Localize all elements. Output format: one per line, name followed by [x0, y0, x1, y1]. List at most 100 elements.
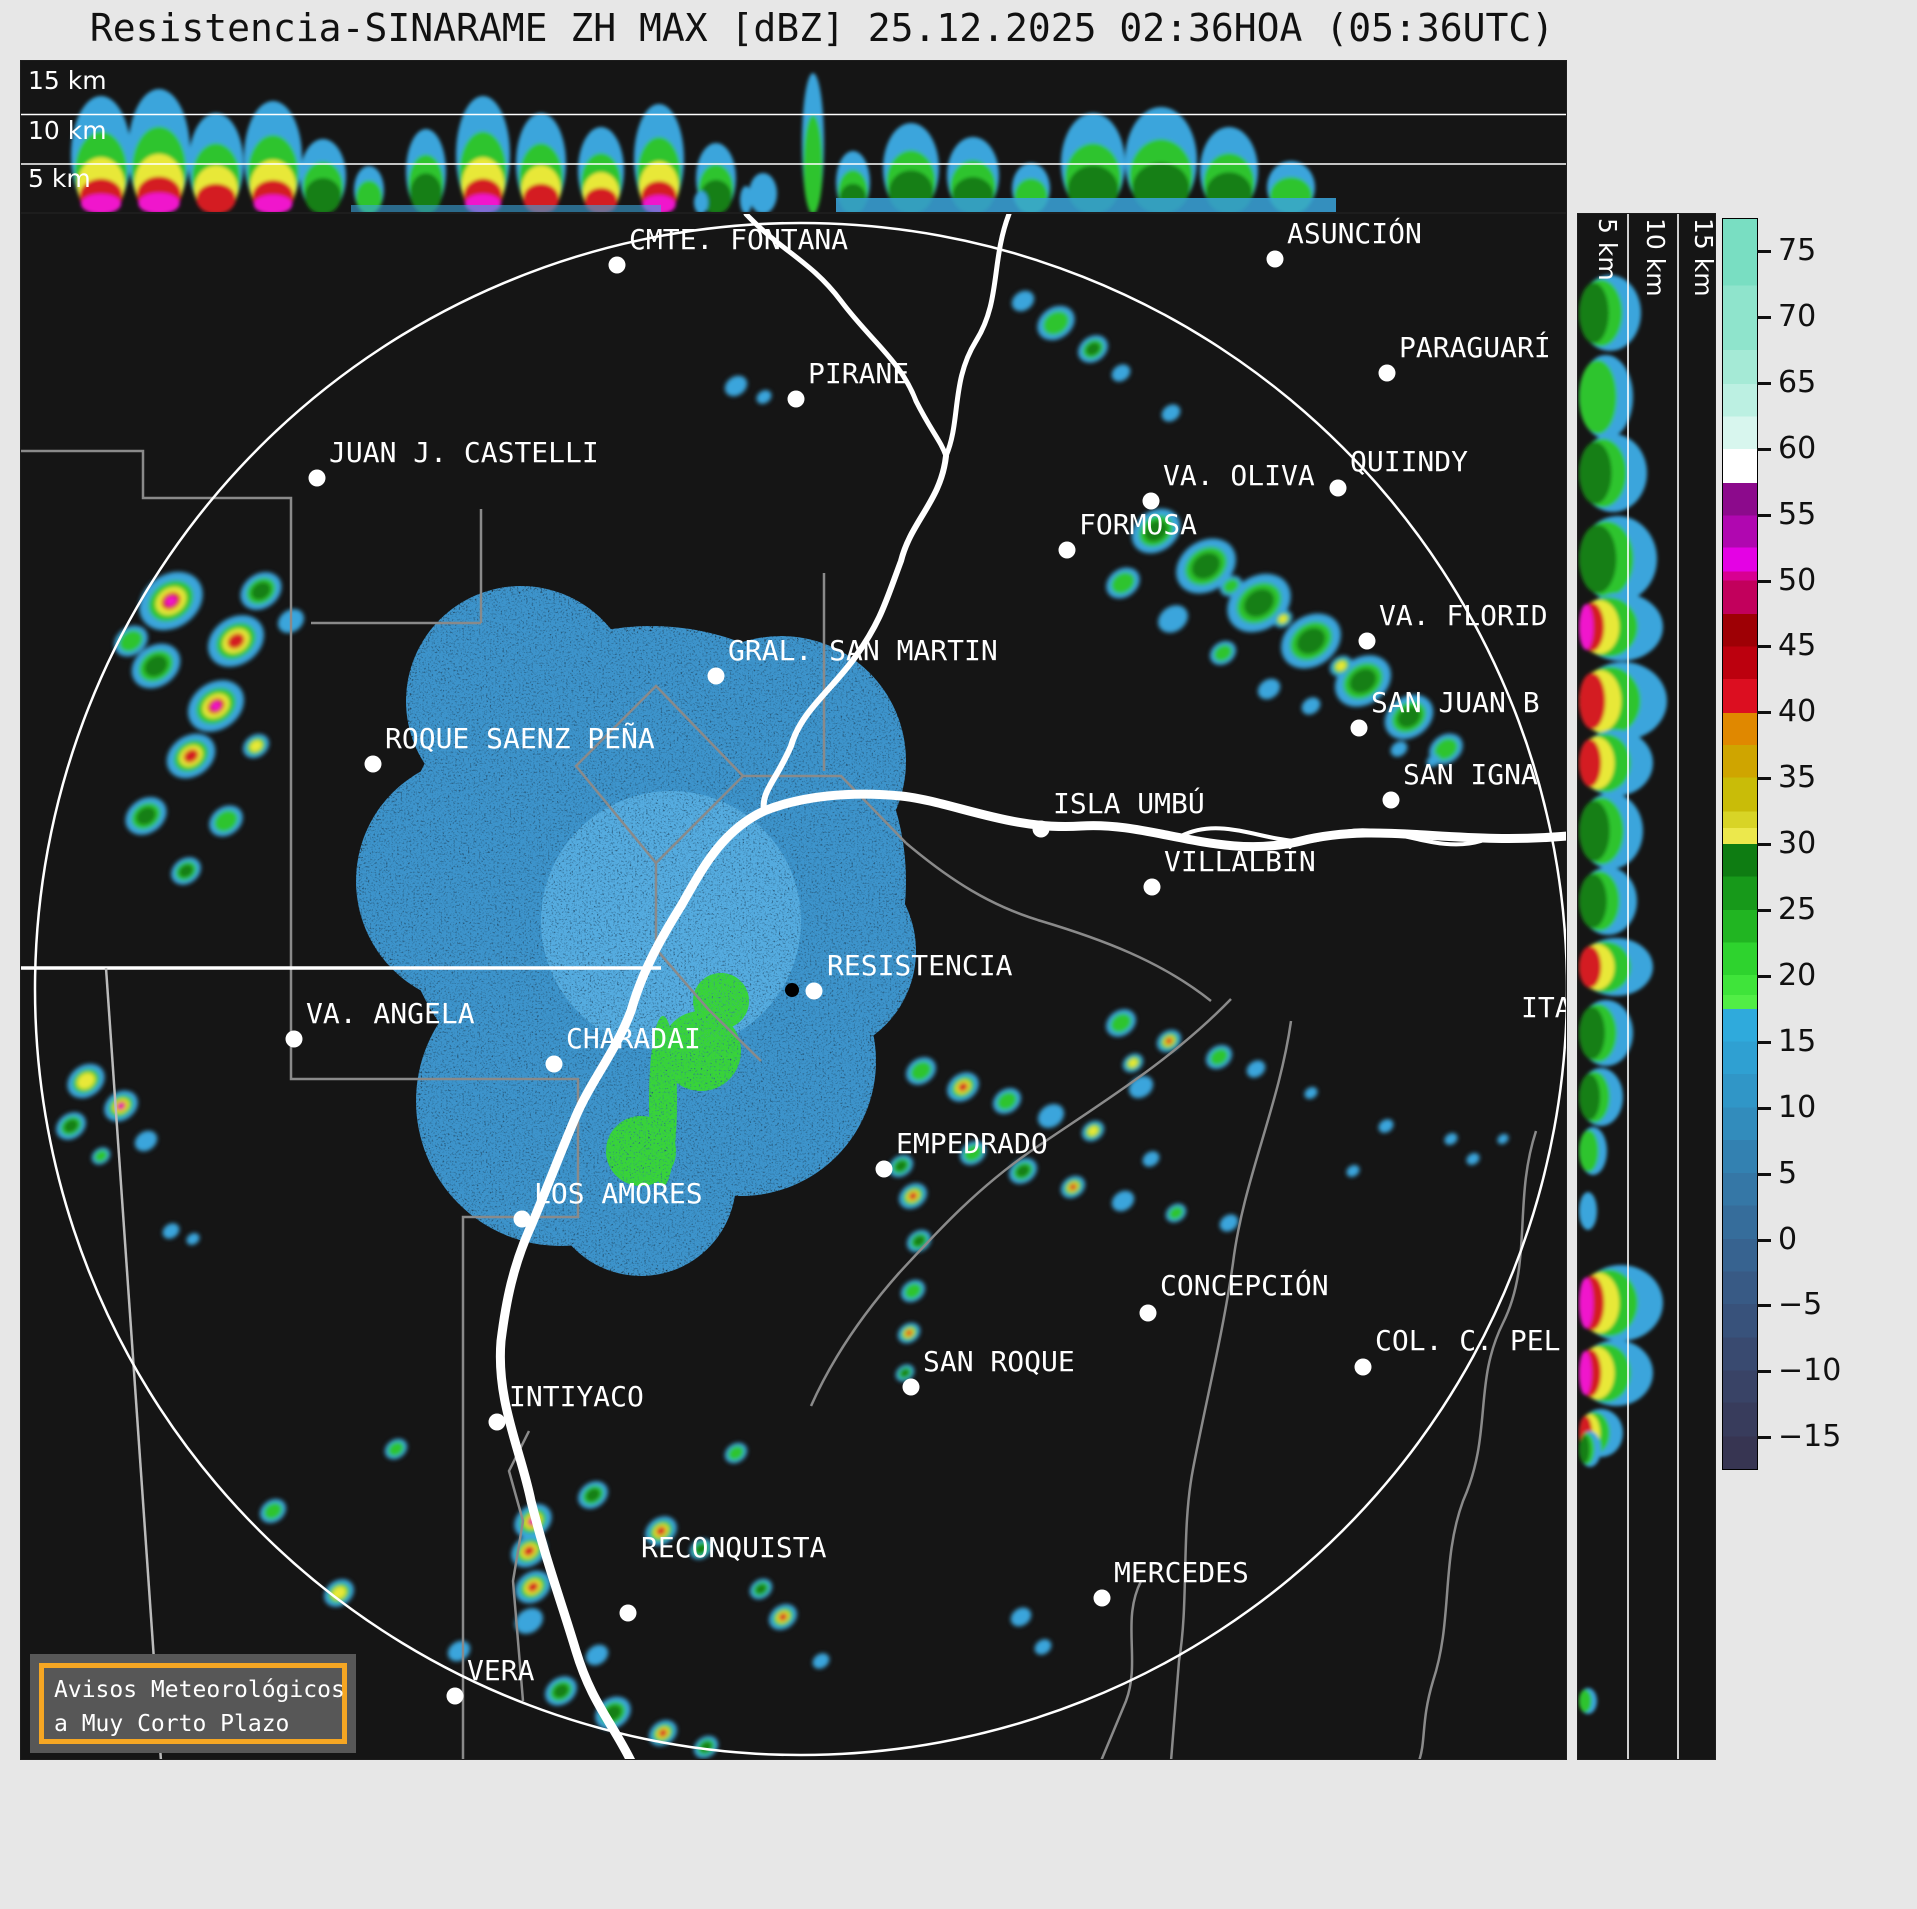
city-label: RESISTENCIA [827, 949, 1013, 982]
storm-cell [514, 1608, 544, 1634]
storm-cell [1243, 588, 1275, 618]
city-marker [364, 755, 382, 773]
storm-cell [1111, 1190, 1135, 1212]
storm-cell [1434, 738, 1458, 760]
storm-cell [553, 1683, 569, 1699]
colorbar-tick-label: 40 [1778, 694, 1817, 730]
city-marker [285, 1030, 303, 1048]
storm-cell [1142, 1151, 1160, 1167]
storm-cell [904, 1283, 922, 1299]
city-marker [488, 1413, 506, 1431]
storm-cell [178, 864, 194, 878]
storm-cell [1168, 1206, 1184, 1220]
city-label: EMPEDRADO [896, 1127, 1048, 1160]
profile-cell [253, 194, 293, 212]
city-label: ISLA UMBÚ [1053, 786, 1205, 820]
profile-cell [410, 173, 442, 212]
storm-cell [136, 806, 156, 826]
colorbar-tick-label: −5 [1778, 1287, 1823, 1323]
colorbar-tick [1757, 909, 1771, 912]
storm-cell [527, 1582, 539, 1592]
warning-box[interactable]: Avisos Meteorológicos a Muy Corto Plazo [30, 1654, 356, 1753]
city-marker [902, 1378, 920, 1396]
storm-cell [756, 390, 772, 404]
storm-cell [724, 375, 748, 397]
storm-cell [1466, 1152, 1480, 1166]
colorbar-tick [1757, 1040, 1771, 1044]
city-label: FORMOSA [1079, 508, 1197, 541]
storm-cell [1161, 404, 1181, 422]
storm-cell [1209, 1048, 1229, 1066]
city-label: RECONQUISTA [641, 1531, 827, 1564]
storm-cell [963, 1144, 983, 1162]
city-label: SAN JUAN B [1371, 686, 1540, 719]
storm-cell [1110, 1013, 1132, 1033]
profile-cell [1579, 1434, 1590, 1464]
colorbar-tick [1757, 1172, 1771, 1176]
profile-cell [1579, 442, 1612, 504]
storm-cell [186, 1232, 200, 1246]
radar-range-circle [33, 221, 1566, 1757]
colorbar-tick [1757, 777, 1771, 781]
storm-cell [1069, 1183, 1077, 1191]
city-label: SAN ROQUE [923, 1345, 1075, 1378]
city-marker [707, 667, 725, 685]
storm-cell [1087, 1126, 1099, 1136]
city-label: CHARADAI [566, 1022, 701, 1055]
city-marker [513, 1210, 531, 1228]
profile-cell [1579, 739, 1602, 787]
city-marker [1350, 719, 1368, 737]
profile-cell [694, 191, 708, 212]
side-cross-section-panel [1577, 213, 1716, 1760]
city-marker [608, 256, 626, 274]
colorbar-tick [1757, 513, 1771, 517]
city-marker [1354, 1358, 1372, 1376]
storm-cell [755, 1584, 767, 1594]
storm-cell [447, 1640, 471, 1662]
top-cross-section-plot [21, 73, 1566, 212]
city-marker [1329, 479, 1347, 497]
storm-cell [778, 1613, 788, 1621]
profile-cell [700, 179, 732, 212]
colorbar-tick [1757, 250, 1771, 253]
city-label: VERA [467, 1654, 535, 1687]
colorbar-tick [1757, 711, 1771, 715]
colorbar-tick [1757, 1304, 1771, 1308]
storm-cell [1390, 741, 1408, 757]
storm-cell [1010, 1607, 1032, 1627]
city-marker [1382, 791, 1400, 809]
storm-cell [958, 1082, 968, 1092]
colorbar-tick [1757, 381, 1771, 385]
storm-cell [214, 810, 238, 832]
storm-cell [658, 1729, 668, 1737]
city-layer: CMTE. FONTANA ASUNCIÓN PARAGUARÍ PIRANE JUAN… [285, 216, 1566, 1705]
profile-cell [1579, 672, 1606, 730]
profile-cell [1579, 1129, 1599, 1173]
profile-cell [1579, 874, 1607, 928]
footer: Servicio Meteorológico Nacional Argentin… [0, 1763, 1917, 1909]
storm-cell [1246, 1060, 1266, 1078]
warning-box-inner: Avisos Meteorológicos a Muy Corto Plazo [39, 1663, 347, 1744]
storm-cell [77, 1072, 95, 1090]
city-marker [1358, 632, 1376, 650]
colorbar-tick-label: 10 [1778, 1089, 1817, 1125]
city-label: PARAGUARÍ [1399, 330, 1551, 364]
city-label: JUAN J. CASTELLI [329, 436, 599, 469]
storm-cell [1144, 520, 1168, 542]
side-panel-5km-label: 5 km [1593, 218, 1622, 281]
storm-cell [997, 1091, 1017, 1111]
storm-cell [251, 581, 271, 601]
colorbar-tick-label: 55 [1778, 496, 1817, 532]
top-panel-10km-label: 10 km [28, 116, 107, 145]
storm-cell [812, 1653, 830, 1669]
storm-cell [144, 655, 168, 677]
storm-cell [908, 1192, 918, 1200]
storm-cell [585, 1488, 601, 1502]
storm-cell [1128, 1058, 1138, 1068]
city-marker [805, 982, 823, 1000]
storm-cell [905, 1329, 913, 1337]
storm-cell [1011, 290, 1035, 312]
storm-cell [1042, 310, 1070, 336]
profile-cell [1579, 1006, 1605, 1060]
radar-map: CMTE. FONTANA ASUNCIÓN PARAGUARÍ PIRANE JUAN… [21, 214, 1566, 1759]
